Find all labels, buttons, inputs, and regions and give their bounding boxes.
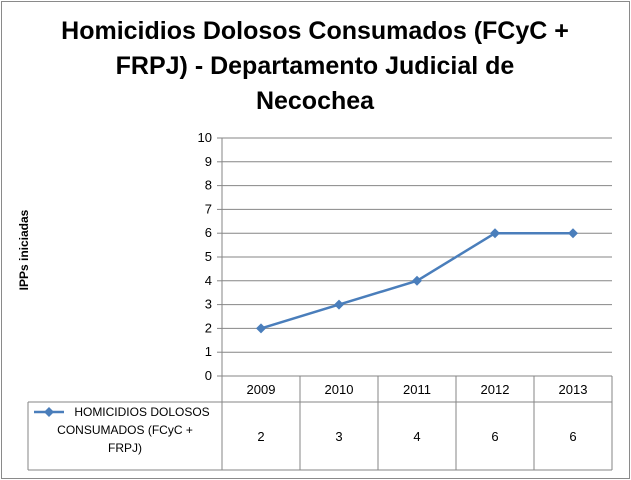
data-point-marker: [334, 299, 344, 310]
series-layer: [256, 228, 578, 334]
legend-label: HOMICIDIOS DOLOSOS CONSUMADOS (FCyC + FRPJ…: [57, 405, 210, 455]
y-tick-label: 8: [205, 178, 212, 193]
data-point-marker: [412, 275, 422, 286]
chart-title-line-2: FRPJ) - Departamento Judicial de: [115, 52, 515, 80]
data-label: 3: [335, 429, 342, 444]
x-tick-label: 2010: [325, 382, 354, 397]
x-tick-label: 2011: [403, 382, 431, 397]
data-point-marker: [256, 323, 266, 334]
legend-label-line: FRPJ): [108, 441, 142, 455]
y-tick-label: 10: [198, 130, 212, 145]
y-tick-label: 6: [205, 225, 212, 240]
legend-marker-swatch: [44, 407, 54, 417]
data-label: 2: [257, 429, 264, 444]
y-tick-label: 7: [205, 201, 212, 216]
y-tick-label: 9: [205, 154, 212, 169]
data-point-marker: [568, 228, 578, 239]
data-label: 4: [413, 429, 420, 444]
chart-title: Homicidios Dolosos Consumados (FCyC + FR…: [40, 14, 590, 119]
data-table: 2009 2010 2011 2012 2013 2 3 4 6 6 HOMICIDIOS DOLO…: [27, 375, 613, 471]
data-label: 6: [491, 429, 498, 444]
chart-title-line-3: Necochea: [255, 87, 375, 115]
y-tick-labels: 0 1 2 3 4 5 6 7 8 9 10: [198, 130, 212, 383]
chart-title-line-1: Homicidios Dolosos Consumados (FCyC +: [61, 17, 569, 45]
y-tick-label: 5: [205, 249, 212, 264]
x-tick-label: 2012: [481, 382, 510, 397]
y-tick-label: 2: [205, 320, 212, 335]
y-tick-label: 3: [205, 297, 212, 312]
gridlines: [217, 137, 612, 377]
legend-label-line: HOMICIDIOS DOLOSOS: [74, 405, 209, 419]
data-label: 6: [569, 429, 576, 444]
x-tick-label: 2013: [559, 382, 588, 397]
y-tick-label: 4: [205, 273, 212, 288]
y-tick-label: 0: [205, 368, 212, 383]
data-point-marker: [490, 228, 500, 239]
legend-label-line: CONSUMADOS (FCyC +: [57, 423, 193, 437]
x-tick-label: 2009: [247, 382, 276, 397]
y-tick-label: 1: [205, 344, 212, 359]
